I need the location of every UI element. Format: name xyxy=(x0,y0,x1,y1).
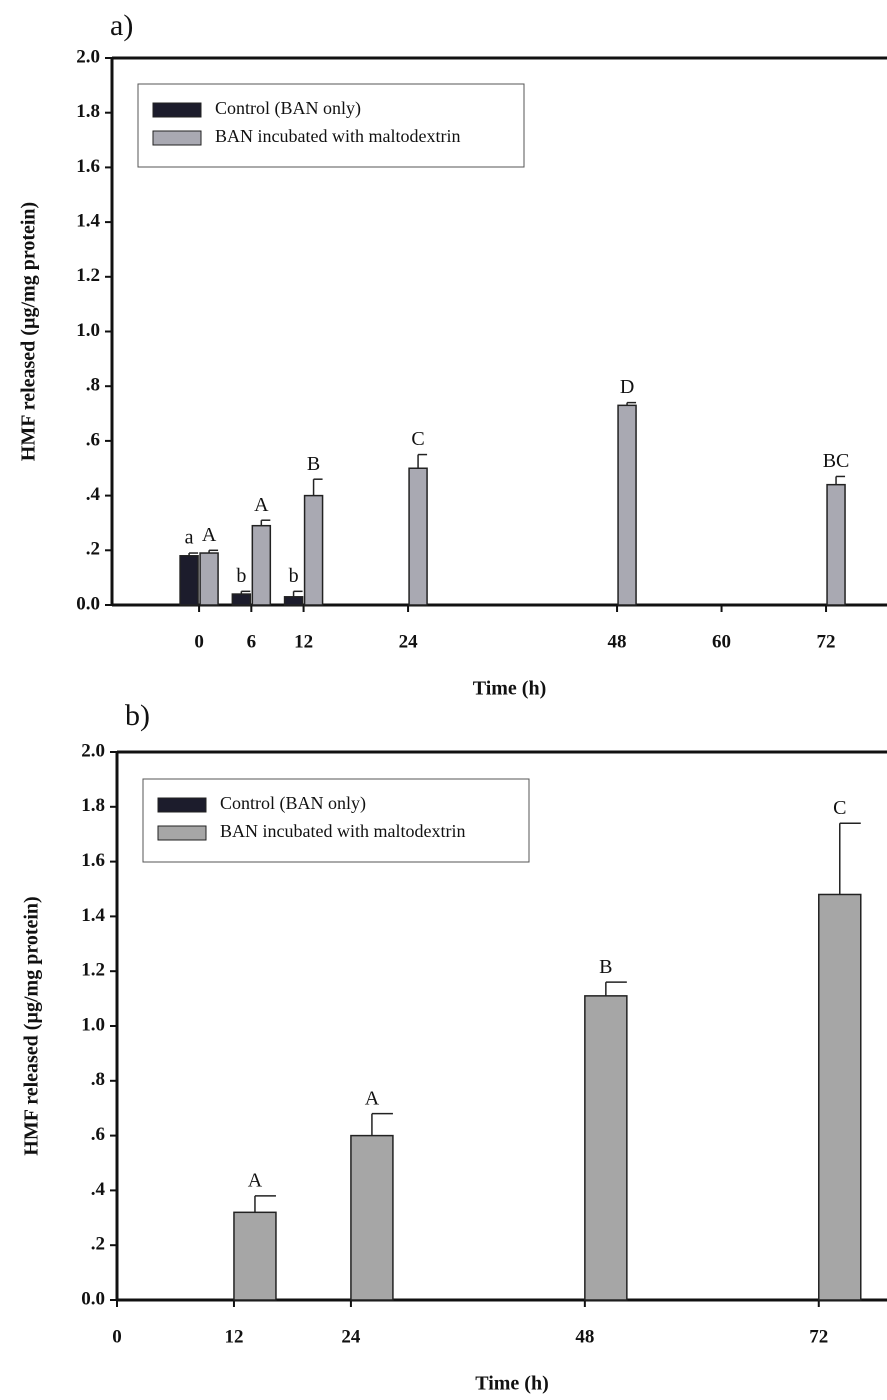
y-tick-label: 1.0 xyxy=(76,320,100,341)
significance-letter: D xyxy=(620,376,634,398)
x-tick-label: 24 xyxy=(341,1326,361,1347)
bar xyxy=(819,894,861,1300)
x-tick-label: 48 xyxy=(608,631,627,652)
x-tick-label: 6 xyxy=(247,631,257,652)
legend-swatch xyxy=(153,103,201,117)
y-tick-label: 2.0 xyxy=(81,740,105,761)
legend-label: BAN incubated with maltodextrin xyxy=(220,821,465,841)
x-tick-label: 0 xyxy=(194,631,204,652)
y-tick-label: 2.0 xyxy=(76,46,100,67)
legend-label: Control (BAN only) xyxy=(220,793,366,814)
y-tick-label: 0.0 xyxy=(81,1288,105,1309)
bar xyxy=(305,496,323,605)
y-tick-label: 0.0 xyxy=(76,593,100,614)
bar xyxy=(200,553,218,605)
x-tick-label: 24 xyxy=(399,631,419,652)
bar xyxy=(180,556,198,605)
x-tick-label: 72 xyxy=(809,1326,828,1347)
y-tick-label: 1.2 xyxy=(81,960,105,981)
significance-letter: a xyxy=(185,527,194,549)
x-axis-label: Time (h) xyxy=(473,678,547,700)
bar xyxy=(827,485,845,605)
y-tick-label: .6 xyxy=(91,1124,105,1145)
significance-letter: A xyxy=(202,524,217,546)
y-tick-label: .8 xyxy=(86,375,100,396)
significance-letter: A xyxy=(365,1087,380,1109)
bar xyxy=(585,996,627,1300)
y-tick-label: 1.8 xyxy=(81,795,105,816)
bar xyxy=(285,597,303,605)
bar xyxy=(409,468,427,605)
legend-swatch xyxy=(158,798,206,812)
y-axis-label: HMF released (µg/mg protein) xyxy=(18,202,40,461)
significance-letter: A xyxy=(248,1169,263,1191)
y-axis-label: HMF released (µg/mg protein) xyxy=(21,896,43,1155)
legend-label: Control (BAN only) xyxy=(215,98,361,119)
x-tick-label: 60 xyxy=(712,631,731,652)
y-tick-label: .8 xyxy=(91,1069,105,1090)
y-tick-label: 1.8 xyxy=(76,101,100,122)
bar xyxy=(234,1212,276,1300)
y-tick-label: .4 xyxy=(86,484,101,505)
x-tick-label: 72 xyxy=(817,631,836,652)
y-tick-label: .2 xyxy=(86,539,100,560)
x-tick-label: 12 xyxy=(224,1326,243,1347)
significance-letter: b xyxy=(289,565,299,587)
y-tick-label: 1.4 xyxy=(81,905,105,926)
significance-letter: BC xyxy=(823,450,850,472)
legend-swatch xyxy=(158,826,206,840)
significance-letter: A xyxy=(254,494,269,516)
y-tick-label: .4 xyxy=(91,1179,106,1200)
x-tick-label: 0 xyxy=(112,1326,122,1347)
figure: a) Time (h) HMF released (µg/mg protein) 0.… xyxy=(0,0,887,1400)
significance-letter: B xyxy=(599,956,612,978)
bar xyxy=(618,405,636,605)
significance-letter: B xyxy=(307,453,320,475)
panel-label: b) xyxy=(125,699,150,732)
significance-letter: b xyxy=(236,565,246,587)
y-tick-label: 1.4 xyxy=(76,210,100,231)
y-tick-label: .2 xyxy=(91,1234,105,1255)
significance-letter: C xyxy=(833,797,846,819)
y-tick-label: .6 xyxy=(86,429,100,450)
panel-label: a) xyxy=(110,9,133,42)
bar xyxy=(232,594,250,605)
y-tick-label: 1.2 xyxy=(76,265,100,286)
y-tick-label: 1.6 xyxy=(81,850,105,871)
x-tick-label: 12 xyxy=(294,631,313,652)
y-tick-label: 1.0 xyxy=(81,1014,105,1035)
y-tick-label: 1.6 xyxy=(76,156,100,177)
legend-swatch xyxy=(153,131,201,145)
bar xyxy=(351,1136,393,1300)
significance-letter: C xyxy=(411,428,424,450)
x-axis-label: Time (h) xyxy=(475,1373,549,1395)
legend-label: BAN incubated with maltodextrin xyxy=(215,126,460,146)
x-tick-label: 48 xyxy=(575,1326,594,1347)
bar xyxy=(252,526,270,605)
